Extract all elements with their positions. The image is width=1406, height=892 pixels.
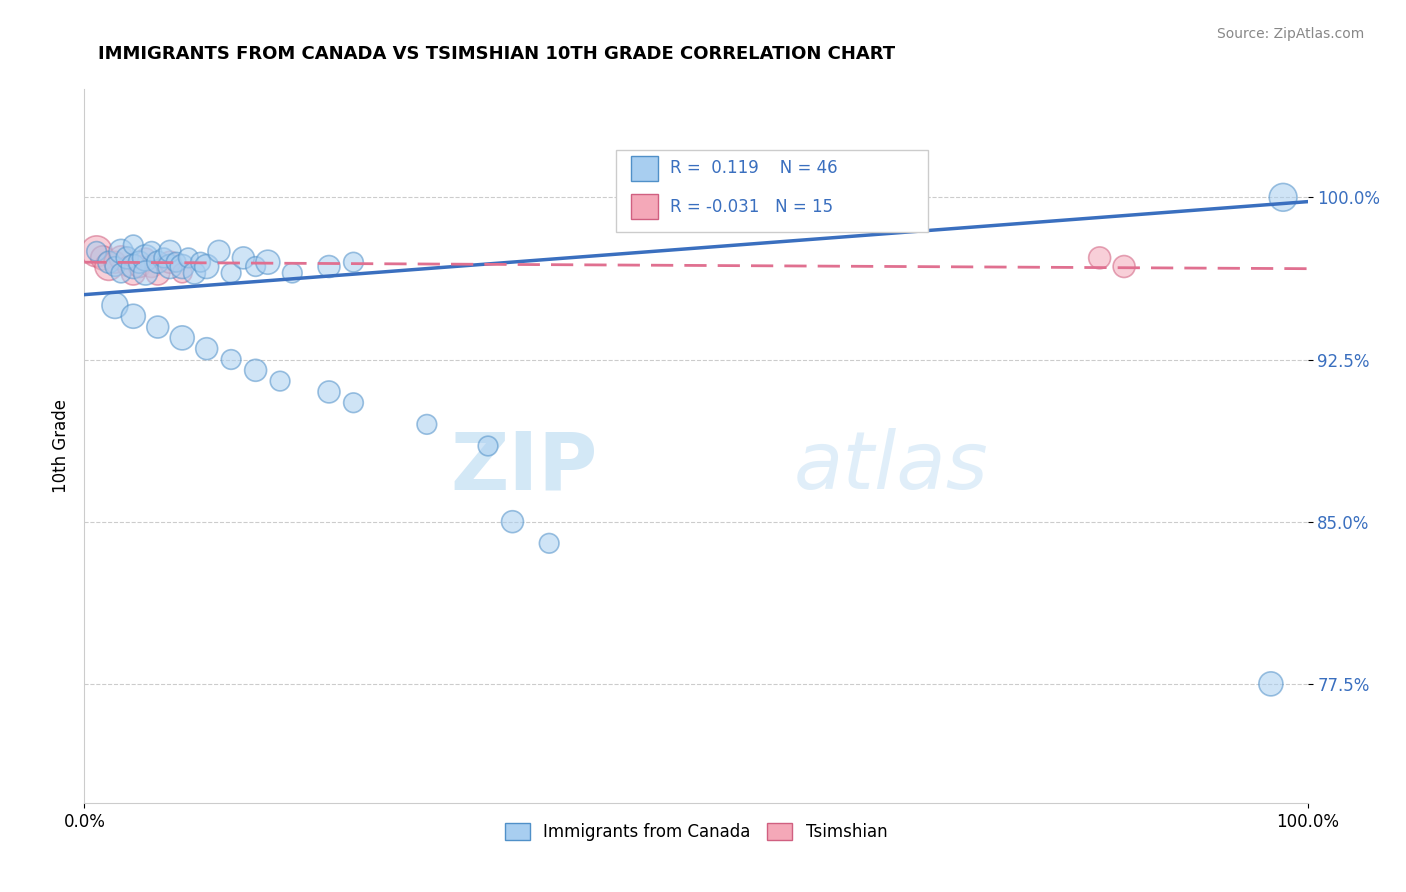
Point: [177, 251, 200, 265]
Point: [128, 255, 150, 269]
Point: [91, 251, 114, 265]
Point: [172, 266, 194, 280]
Point: [477, 439, 499, 453]
Point: [1260, 677, 1282, 691]
Text: R = -0.031   N = 15: R = -0.031 N = 15: [671, 198, 834, 216]
Point: [115, 260, 138, 274]
Point: [153, 251, 176, 265]
FancyBboxPatch shape: [631, 155, 658, 180]
Point: [86, 244, 108, 259]
Point: [190, 255, 212, 269]
FancyBboxPatch shape: [616, 150, 928, 232]
Point: [318, 384, 340, 399]
Point: [159, 244, 181, 259]
Point: [159, 255, 181, 269]
Point: [342, 255, 364, 269]
Legend: Immigrants from Canada, Tsimshian: Immigrants from Canada, Tsimshian: [498, 816, 894, 848]
Point: [141, 244, 163, 259]
Point: [141, 260, 163, 274]
Point: [122, 266, 145, 280]
Point: [159, 260, 181, 274]
Point: [122, 238, 145, 252]
Point: [183, 266, 205, 280]
Point: [122, 260, 145, 274]
Point: [219, 266, 242, 280]
Y-axis label: 10th Grade: 10th Grade: [52, 399, 70, 493]
Point: [135, 266, 157, 280]
Point: [342, 396, 364, 410]
Text: IMMIGRANTS FROM CANADA VS TSIMSHIAN 10TH GRADE CORRELATION CHART: IMMIGRANTS FROM CANADA VS TSIMSHIAN 10TH…: [98, 45, 896, 62]
Point: [104, 260, 127, 274]
Point: [269, 374, 291, 388]
Point: [135, 251, 157, 265]
Point: [219, 352, 242, 367]
Point: [97, 255, 120, 269]
Text: ZIP: ZIP: [451, 428, 598, 507]
Point: [257, 255, 280, 269]
Point: [538, 536, 561, 550]
Point: [172, 260, 194, 274]
Point: [122, 310, 145, 324]
Point: [281, 266, 304, 280]
Point: [104, 298, 127, 312]
Point: [146, 266, 169, 280]
Point: [1088, 251, 1111, 265]
Point: [416, 417, 439, 432]
Point: [172, 331, 194, 345]
Point: [1272, 190, 1295, 204]
Point: [502, 515, 524, 529]
FancyBboxPatch shape: [631, 194, 658, 219]
Point: [146, 255, 169, 269]
Point: [135, 251, 157, 265]
Point: [232, 251, 254, 265]
Text: R =  0.119    N = 46: R = 0.119 N = 46: [671, 159, 838, 177]
Point: [128, 260, 150, 274]
Point: [195, 260, 218, 274]
Point: [110, 251, 132, 265]
Point: [208, 244, 231, 259]
Point: [97, 260, 120, 274]
Point: [146, 320, 169, 334]
Point: [245, 363, 267, 377]
Point: [245, 260, 267, 274]
Point: [195, 342, 218, 356]
Text: Source: ZipAtlas.com: Source: ZipAtlas.com: [1216, 27, 1364, 41]
Point: [110, 244, 132, 259]
Point: [165, 255, 187, 269]
Point: [1114, 260, 1136, 274]
Text: atlas: atlas: [794, 428, 988, 507]
Point: [104, 255, 127, 269]
Point: [86, 244, 108, 259]
Point: [110, 266, 132, 280]
Point: [318, 260, 340, 274]
Point: [115, 251, 138, 265]
